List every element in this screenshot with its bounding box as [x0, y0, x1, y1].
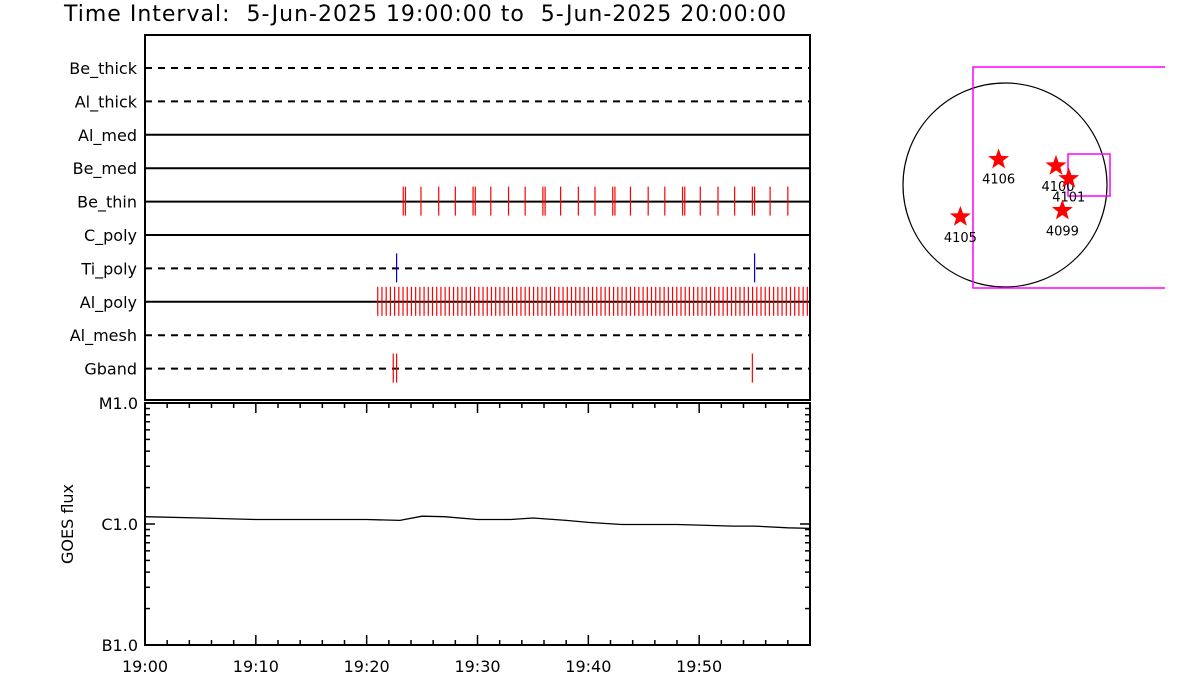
x-tick-label: 19:20 [344, 657, 390, 676]
timeline-row-label: Ti_poly [80, 259, 137, 279]
timeline-row-label: C_poly [84, 226, 137, 246]
timeline-frame [144, 34, 811, 401]
timeline-panel: Be_thick Al_thick Al_med Be_med Be_thin C_pol… [69, 34, 811, 401]
y-tick-label: C1.0 [101, 515, 138, 534]
active-region-marker [949, 205, 971, 226]
y-tick-label: M1.0 [99, 394, 138, 413]
timeline-row-label: Al_med [78, 126, 137, 146]
timeline-row-label: Be_thick [69, 59, 137, 79]
active-region-marker [1045, 154, 1067, 175]
active-region-marker [988, 148, 1010, 169]
x-tick-label: 19:50 [676, 657, 722, 676]
solar-disk [902, 82, 1108, 288]
active-region-marker [1058, 167, 1080, 188]
goes-flux-panel: M1.0 C1.0 B1.0 19:00 19:10 19:20 19:30 19:40 19:… [58, 394, 811, 676]
goes-frame [144, 402, 811, 646]
active-region-label: 4106 [982, 173, 1015, 188]
active-region-label: 4101 [1052, 191, 1085, 206]
fov-box [972, 66, 1165, 289]
y-axis-label: GOES flux [58, 484, 77, 564]
timeline-row-label: Be_med [73, 159, 137, 179]
x-tick-label: 19:30 [454, 657, 500, 676]
timeline-row-label: Be_thin [77, 193, 137, 213]
x-tick-label: 19:00 [122, 657, 168, 676]
x-tick-label: 19:40 [565, 657, 611, 676]
timeline-row-label: Gband [84, 360, 137, 379]
y-tick-label: B1.0 [102, 636, 138, 655]
active-region-label: 4099 [1046, 225, 1079, 240]
active-region-marker [1051, 199, 1073, 220]
timeline-row-label: Al_poly [80, 293, 137, 313]
x-tick-label: 19:10 [233, 657, 279, 676]
goes-flux-line [144, 515, 811, 530]
active-region-label: 4105 [944, 231, 977, 246]
timeline-row-label: Al_thick [75, 92, 138, 112]
timeline-row-label: Al_mesh [70, 326, 137, 346]
page-title: Time Interval: 5-Jun-2025 19:00:00 to 5-… [64, 2, 788, 27]
